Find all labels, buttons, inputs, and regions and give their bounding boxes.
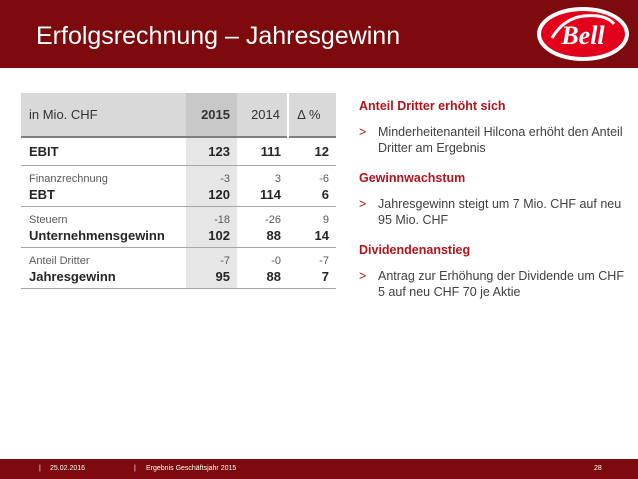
value-delta: 14 [314, 227, 329, 243]
bullet-item: > Antrag zur Erhöhung der Dividende um C… [359, 268, 629, 300]
bullet-item: > Jahresgewinn steigt um 7 Mio. CHF auf … [359, 196, 629, 228]
section: Dividendenanstieg > Antrag zur Erhöhung … [359, 242, 629, 300]
row-sublabel: Finanzrechnung [29, 172, 108, 185]
bullet-text: Antrag zur Erhöhung der Dividende um CHF… [378, 269, 624, 299]
sub-value-delta: -7 [319, 254, 329, 267]
table-header-row: in Mio. CHF 2015 2014 ∆ % [21, 93, 336, 137]
sub-value-delta: 9 [322, 213, 329, 226]
value-2014: 88 [266, 268, 281, 284]
value-2015: 95 [215, 268, 230, 284]
bell-logo: Bell [537, 7, 629, 61]
value-delta: 6 [321, 186, 329, 202]
header-unit: in Mio. CHF [21, 93, 186, 137]
value-2014: 88 [266, 227, 281, 243]
page-number: 28 [594, 465, 602, 472]
header-bar: Erfolgsrechnung – Jahresgewinn Bell [0, 0, 638, 68]
table-row: Anteil Dritter Jahresgewinn -7 95 -0 88 … [21, 246, 336, 289]
commentary-panel: Anteil Dritter erhöht sich > Minderheite… [359, 98, 629, 314]
table-row: Finanzrechnung EBT -3 120 3 114 -6 6 [21, 164, 336, 206]
bullet-text: Minderheitenanteil Hilcona erhöht den An… [378, 125, 623, 155]
results-table: in Mio. CHF 2015 2014 ∆ % EBIT 123 111 1… [21, 93, 336, 289]
value-2014: 114 [260, 186, 281, 202]
sub-value-2015: -7 [220, 254, 230, 267]
sub-value-2015: -18 [214, 213, 230, 226]
table-row-ebit: EBIT 123 111 12 [21, 136, 336, 165]
value-2015: 102 [208, 227, 230, 243]
footer-label: Ergebnis Geschäftsjahr 2015 [146, 465, 237, 472]
logo-text: Bell [560, 21, 605, 50]
row-label: Unternehmensgewinn [29, 227, 165, 243]
row-label: EBT [29, 186, 55, 202]
header-2015: 2015 [186, 93, 237, 137]
value-2015: 123 [208, 143, 230, 159]
page-title: Erfolgsrechnung – Jahresgewinn [36, 22, 401, 50]
section: Gewinnwachstum > Jahresgewinn steigt um … [359, 170, 629, 228]
value-2015: 120 [208, 186, 230, 202]
value-delta: 12 [314, 143, 329, 159]
bullet-marker: > [359, 125, 367, 139]
row-sublabel: Steuern [29, 213, 68, 226]
sub-value-2015: -3 [220, 172, 230, 185]
row-sublabel: Anteil Dritter [29, 254, 90, 267]
section-title: Gewinnwachstum [359, 171, 466, 185]
bullet-item: > Minderheitenanteil Hilcona erhöht den … [359, 124, 629, 156]
bullet-marker: > [359, 197, 367, 211]
header-delta: ∆ % [287, 93, 336, 137]
value-delta: 7 [321, 268, 329, 284]
sub-value-2014: -0 [271, 254, 281, 267]
section: Anteil Dritter erhöht sich > Minderheite… [359, 98, 629, 156]
sub-value-2014: 3 [274, 172, 281, 185]
section-title: Dividendenanstieg [359, 243, 471, 257]
table-row: Steuern Unternehmensgewinn -18 102 -26 8… [21, 205, 336, 247]
section-title: Anteil Dritter erhöht sich [359, 99, 506, 113]
value-2014: 111 [260, 143, 281, 159]
row-label: Jahresgewinn [29, 268, 116, 284]
footer-separator: | [39, 465, 41, 472]
footer-date: 25.02.2016 [50, 465, 86, 472]
bullet-marker: > [359, 269, 367, 283]
row-label: EBIT [29, 143, 59, 159]
footer-separator: | [134, 465, 136, 472]
header-2014: 2014 [237, 93, 288, 137]
bullet-text: Jahresgewinn steigt um 7 Mio. CHF auf ne… [378, 197, 622, 227]
footer-bar: | 25.02.2016 | Ergebnis Geschäftsjahr 20… [0, 459, 638, 479]
sub-value-2014: -26 [265, 213, 281, 226]
sub-value-delta: -6 [319, 172, 329, 185]
